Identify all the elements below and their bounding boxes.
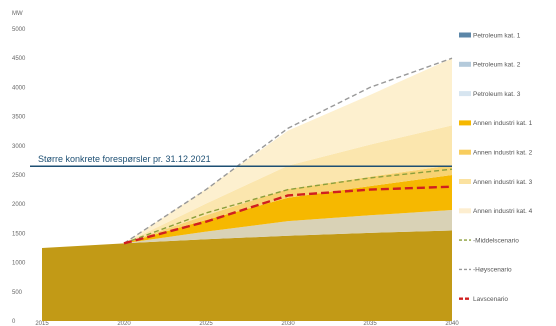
legend-swatch (459, 208, 471, 214)
legend-label: Petroleum kat. 3 (473, 91, 521, 98)
x-tick-label: 2035 (363, 321, 377, 326)
reference-line-label: Større konkrete forespørsler pr. 31.12.2… (38, 154, 211, 164)
y-tick-label: 4000 (12, 85, 26, 91)
x-tick-label: 2040 (445, 321, 459, 326)
y-tick-label: 2500 (12, 173, 26, 179)
y-axis-unit-label: MW (12, 11, 23, 17)
line-middelscenario (123, 168, 453, 244)
legend-swatch (459, 32, 471, 38)
x-axis-ticks: 2015 2020 2025 2030 2035 2040 (35, 321, 459, 326)
legend-label: Annen industri kat. 2 (473, 150, 533, 157)
legend-label: Petroleum kat. 2 (473, 62, 521, 69)
line-h-yscenario (123, 57, 453, 244)
y-tick-label: 3500 (12, 115, 26, 121)
y-tick-label: 2000 (12, 202, 26, 208)
line-lavscenario (123, 185, 453, 245)
area-petroleum-kat-1 (42, 230, 452, 321)
legend-label: -Høyscenario (473, 267, 512, 274)
legend-swatch (459, 91, 471, 97)
area-annen-industri-kat-4 (124, 58, 452, 244)
area-petroleum-kat-2 (124, 210, 452, 244)
scenario-lines (123, 57, 453, 245)
y-tick-label: 3000 (12, 144, 26, 150)
legend-label: Lavscenario (473, 296, 508, 303)
legend-label: Petroleum kat. 1 (473, 32, 521, 39)
y-tick-label: 1000 (12, 261, 26, 267)
legend-swatch (459, 149, 471, 155)
x-tick-label: 2030 (281, 321, 295, 326)
legend-label: Annen industri kat. 1 (473, 120, 533, 127)
y-tick-label: 4500 (12, 56, 26, 62)
legend-swatch (459, 179, 471, 184)
y-axis-ticks: 0 500 1000 1500 2000 2500 3000 3500 4000 4500 5000 (12, 27, 26, 325)
area-annen-industri-kat-2 (124, 165, 452, 244)
y-tick-label: 5000 (12, 27, 26, 33)
legend-label: Annen industri kat. 4 (473, 208, 533, 215)
area-annen-industri-kat-1 (124, 175, 452, 244)
legend-swatch (459, 120, 471, 126)
y-tick-label: 0 (12, 319, 16, 325)
y-tick-label: 500 (12, 290, 23, 296)
legend-label: -Middelscenario (473, 237, 519, 244)
x-tick-label: 2020 (117, 321, 131, 326)
legend-label: Annen industri kat. 3 (473, 179, 533, 186)
reference-line-group: Større konkrete forespørsler pr. 31.12.2… (30, 154, 452, 167)
x-tick-label: 2025 (199, 321, 213, 326)
legend: Petroleum kat. 1 Petroleum kat. 2 Petroleu… (459, 32, 533, 303)
area-annen-industri-kat-3 (124, 125, 452, 244)
y-tick-label: 1500 (12, 231, 26, 237)
x-tick-label: 2015 (35, 321, 49, 326)
stacked-areas (42, 58, 452, 321)
legend-swatch (459, 61, 471, 67)
